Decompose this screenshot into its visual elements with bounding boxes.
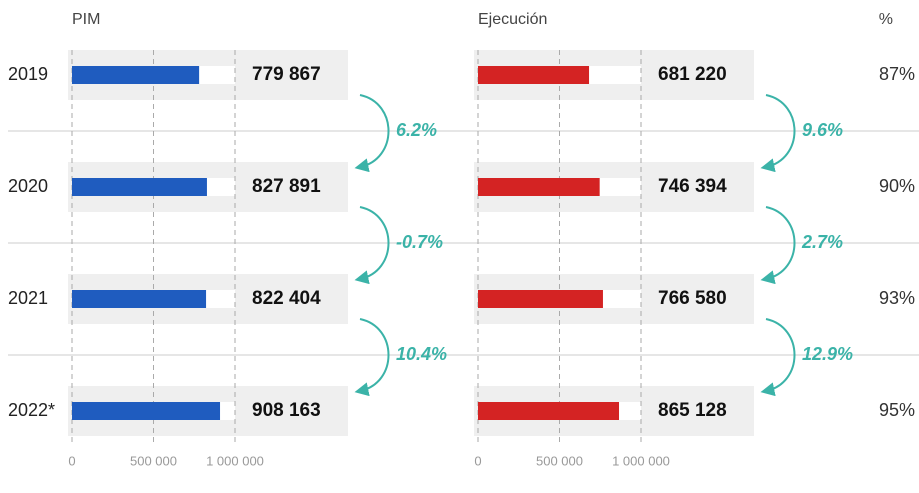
change-label: 2.7% (801, 232, 843, 252)
value-label: 908 163 (252, 400, 321, 421)
change-label: 12.9% (802, 344, 853, 364)
x-tick-label: 1 000 000 (206, 453, 264, 468)
bar (72, 66, 200, 84)
value-label: 827 891 (252, 176, 321, 197)
change-arrow (354, 94, 390, 173)
bar (478, 178, 600, 196)
share-title: % (879, 11, 893, 28)
change-label: 6.2% (396, 120, 437, 140)
category-label: 2020 (8, 176, 48, 196)
category-label: 2022* (8, 400, 55, 420)
share-label: 95% (879, 400, 915, 420)
change-arrow (760, 318, 796, 397)
change-arrow (354, 206, 390, 285)
value-label: 822 404 (252, 288, 321, 309)
x-tick-label: 1 000 000 (612, 453, 670, 468)
category-label: 2021 (8, 288, 48, 308)
change-label: -0.7% (396, 232, 443, 252)
panel-title: Ejecución (478, 11, 547, 28)
change-arrow (354, 318, 390, 397)
bar (72, 178, 207, 196)
bar (478, 290, 603, 308)
share-label: 93% (879, 288, 915, 308)
value-label: 766 580 (658, 288, 727, 309)
x-tick-label: 0 (474, 453, 481, 468)
change-arrow (760, 206, 796, 285)
change-label: 10.4% (396, 344, 447, 364)
bar (72, 290, 207, 308)
value-label: 681 220 (658, 64, 727, 85)
change-label: 9.6% (802, 120, 843, 140)
share-label: 87% (879, 64, 915, 84)
value-label: 746 394 (658, 176, 727, 197)
value-label: 865 128 (658, 400, 727, 421)
x-tick-label: 500 000 (536, 453, 583, 468)
panel-title: PIM (72, 11, 100, 28)
share-label: 90% (879, 176, 915, 196)
bar (478, 402, 620, 420)
change-arrow (760, 94, 796, 173)
value-label: 779 867 (252, 64, 321, 85)
category-label: 2019 (8, 64, 48, 84)
bar (478, 66, 590, 84)
x-tick-label: 0 (68, 453, 75, 468)
bar (72, 402, 221, 420)
x-tick-label: 500 000 (130, 453, 177, 468)
